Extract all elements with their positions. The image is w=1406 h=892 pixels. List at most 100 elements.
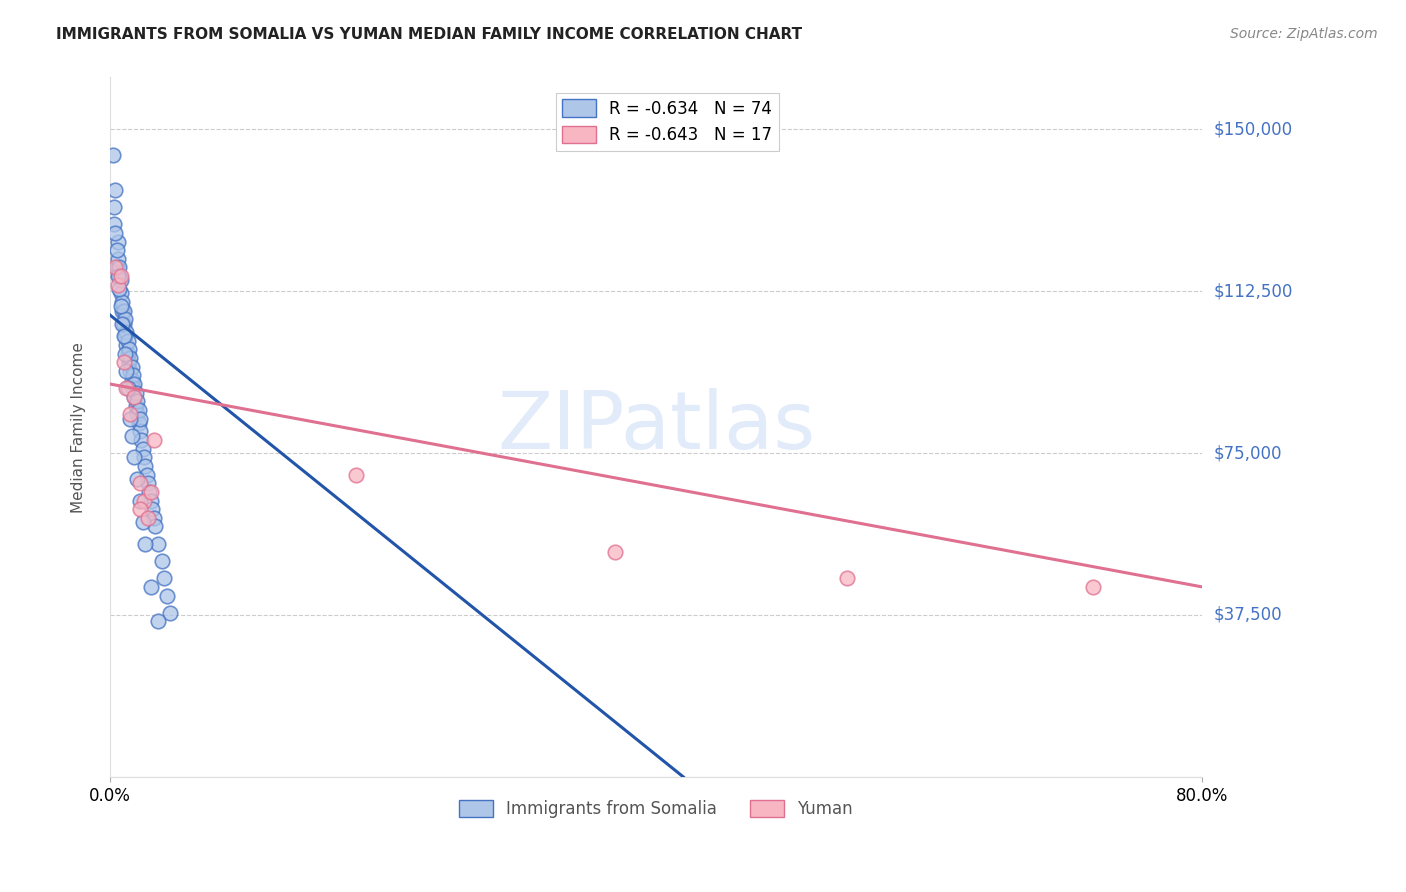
Point xyxy=(150,554,173,568)
Point xyxy=(122,381,145,395)
Point xyxy=(134,458,156,473)
Point xyxy=(129,433,152,447)
Point xyxy=(107,252,129,266)
Text: ZIPatlas: ZIPatlas xyxy=(496,388,815,467)
Point xyxy=(142,433,165,447)
Point xyxy=(603,545,626,559)
Point xyxy=(107,268,129,283)
Y-axis label: Median Family Income: Median Family Income xyxy=(72,342,86,513)
Point xyxy=(128,476,150,491)
Point xyxy=(134,537,156,551)
Point xyxy=(127,472,149,486)
Point xyxy=(139,484,162,499)
Point xyxy=(112,317,135,331)
Point xyxy=(104,183,127,197)
Point xyxy=(112,329,135,343)
Point xyxy=(104,260,127,275)
Point xyxy=(120,407,142,421)
Text: Source: ZipAtlas.com: Source: ZipAtlas.com xyxy=(1230,27,1378,41)
Point xyxy=(111,295,134,310)
Point xyxy=(115,325,138,339)
Point xyxy=(108,260,131,275)
Point xyxy=(124,390,146,404)
Point xyxy=(112,303,135,318)
Point xyxy=(138,484,160,499)
Point xyxy=(153,571,176,585)
Point xyxy=(139,580,162,594)
Point xyxy=(118,343,141,357)
Point xyxy=(110,268,132,283)
Point xyxy=(101,148,124,162)
Point xyxy=(132,450,155,465)
Point xyxy=(120,364,142,378)
Point xyxy=(107,277,129,292)
Point xyxy=(104,226,127,240)
Point xyxy=(114,347,136,361)
Point xyxy=(117,381,139,395)
Point xyxy=(111,303,134,318)
Point xyxy=(128,416,150,430)
Point xyxy=(110,273,132,287)
Point xyxy=(128,425,150,439)
Point xyxy=(122,368,145,383)
Point xyxy=(112,355,135,369)
Point xyxy=(131,442,153,456)
Point xyxy=(124,376,146,391)
Point xyxy=(115,381,138,395)
Point xyxy=(117,347,139,361)
Point xyxy=(141,502,163,516)
Point xyxy=(136,476,159,491)
Point xyxy=(127,394,149,409)
Point xyxy=(110,299,132,313)
Point xyxy=(107,235,129,249)
Legend: Immigrants from Somalia, Yuman: Immigrants from Somalia, Yuman xyxy=(453,793,859,824)
Point xyxy=(118,355,141,369)
Point xyxy=(159,606,181,620)
Text: $75,000: $75,000 xyxy=(1213,444,1282,462)
Point xyxy=(128,403,150,417)
Point xyxy=(103,200,125,214)
Point xyxy=(114,329,136,343)
Point xyxy=(115,338,138,352)
Point xyxy=(136,511,159,525)
Point xyxy=(121,429,143,443)
Point xyxy=(111,317,134,331)
Point xyxy=(127,407,149,421)
Point xyxy=(1081,580,1104,594)
Point xyxy=(120,351,142,365)
Point xyxy=(108,282,131,296)
Point xyxy=(139,493,162,508)
Text: IMMIGRANTS FROM SOMALIA VS YUMAN MEDIAN FAMILY INCOME CORRELATION CHART: IMMIGRANTS FROM SOMALIA VS YUMAN MEDIAN … xyxy=(56,27,803,42)
Point xyxy=(128,411,150,425)
Point xyxy=(128,493,150,508)
Point xyxy=(128,502,150,516)
Text: $150,000: $150,000 xyxy=(1213,120,1292,138)
Point xyxy=(146,537,169,551)
Point xyxy=(125,399,148,413)
Point xyxy=(135,467,157,482)
Point xyxy=(103,217,125,231)
Point xyxy=(114,312,136,326)
Point xyxy=(121,373,143,387)
Point xyxy=(131,515,153,529)
Point xyxy=(142,511,165,525)
Point xyxy=(120,411,142,425)
Point xyxy=(108,268,131,283)
Point xyxy=(124,450,146,465)
Point xyxy=(143,519,166,533)
Point xyxy=(105,243,128,257)
Text: $37,500: $37,500 xyxy=(1213,606,1282,624)
Point xyxy=(125,385,148,400)
Point xyxy=(110,286,132,301)
Point xyxy=(344,467,367,482)
Point xyxy=(156,589,179,603)
Point xyxy=(146,615,169,629)
Point xyxy=(117,334,139,348)
Point xyxy=(132,493,155,508)
Text: $112,500: $112,500 xyxy=(1213,282,1292,300)
Point xyxy=(835,571,858,585)
Point xyxy=(124,390,146,404)
Point xyxy=(121,359,143,374)
Point xyxy=(115,364,138,378)
Point xyxy=(105,260,128,275)
